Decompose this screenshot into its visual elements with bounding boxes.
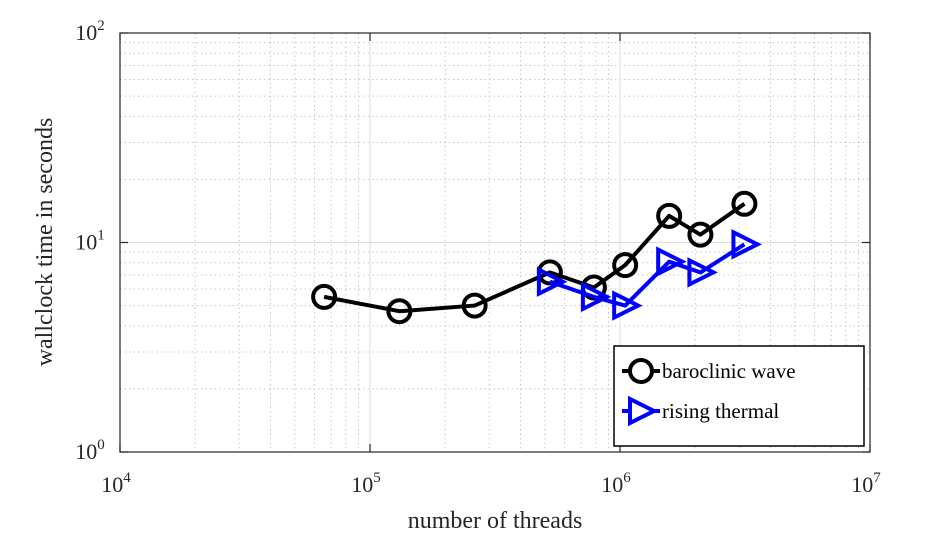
- legend-marker-rising-thermal: [628, 395, 659, 427]
- series-baroclinic-wave: [311, 190, 758, 325]
- data-point-baroclinic-wave: [656, 202, 683, 229]
- data-point-baroclinic-wave: [612, 252, 639, 279]
- y-tick-label: 102: [75, 18, 105, 45]
- data-point-rising-thermal: [612, 290, 643, 321]
- ticks: 104 105 106 107 100 101 102: [75, 18, 881, 497]
- data-point-rising-thermal: [731, 229, 762, 260]
- data-point-rising-thermal: [580, 281, 612, 313]
- data-point-baroclinic-wave: [386, 298, 413, 325]
- y-axis-label: wallclock time in seconds: [32, 118, 58, 367]
- legend: baroclinic wave rising thermal: [613, 345, 865, 447]
- x-tick-label: 107: [851, 470, 881, 497]
- series-rising-thermal: [536, 229, 762, 321]
- x-tick-label: 106: [601, 470, 631, 497]
- data-point-baroclinic-wave: [311, 283, 338, 310]
- data-point-baroclinic-wave: [461, 292, 488, 319]
- legend-box: [613, 345, 865, 447]
- y-tick-label: 100: [75, 437, 105, 464]
- y-tick-label: 101: [75, 228, 105, 255]
- data-point-rising-thermal: [656, 246, 687, 277]
- data-point-rising-thermal: [687, 257, 718, 288]
- x-axis-label: number of threads: [408, 508, 583, 534]
- x-tick-label: 105: [351, 470, 381, 497]
- x-tick-label: 104: [101, 470, 131, 497]
- data-point-rising-thermal: [536, 266, 568, 297]
- legend-marker-baroclinic-wave: [628, 358, 654, 384]
- series-layer: [311, 190, 762, 325]
- legend-label-baroclinic-wave: baroclinic wave: [662, 359, 796, 383]
- data-point-baroclinic-wave: [687, 221, 714, 248]
- data-point-baroclinic-wave: [731, 190, 758, 217]
- legend-label-rising-thermal: rising thermal: [662, 399, 779, 423]
